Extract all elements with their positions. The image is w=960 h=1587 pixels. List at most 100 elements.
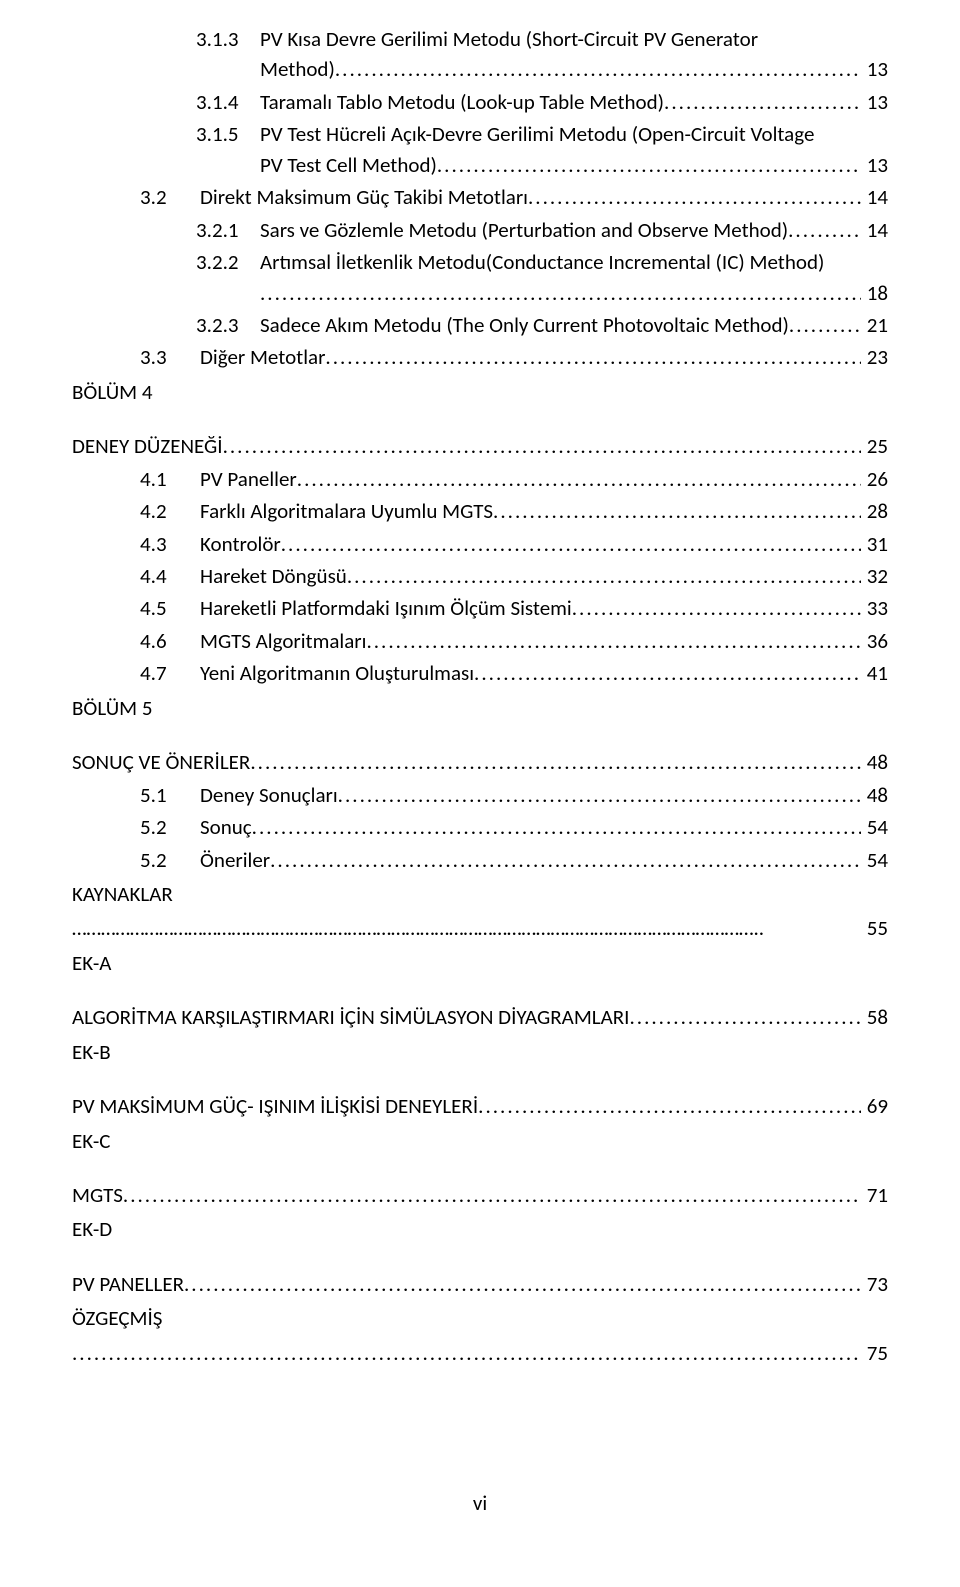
toc-title: Yeni Algoritmanın Oluşturulması [200, 658, 474, 688]
toc-entry: 3.2.1 Sars ve Gözlemle Metodu (Perturbat… [72, 215, 888, 245]
toc-dots [297, 464, 861, 494]
toc-title: Farklı Algoritmalara Uyumlu MGTS [200, 496, 493, 526]
spacer [72, 982, 888, 1002]
toc-page: 58 [861, 1002, 888, 1032]
toc-page: 21 [861, 310, 888, 340]
toc-dots [493, 496, 861, 526]
toc-page: 14 [861, 215, 888, 245]
spacer [72, 1160, 888, 1180]
toc-page: 13 [861, 54, 888, 84]
toc-entry: 3.3 Diğer Metotlar 23 [72, 342, 888, 372]
toc-title: Sars ve Gözlemle Metodu (Perturbation an… [260, 215, 788, 245]
toc-number: 4.1 [140, 464, 200, 494]
toc-page: 18 [861, 278, 888, 308]
toc-entry: 4.6MGTS Algoritmaları 36 [72, 626, 888, 656]
toc-page: 13 [861, 87, 888, 117]
toc-dots [260, 278, 861, 308]
toc-dots [281, 529, 861, 559]
toc-entry: 4.5Hareketli Platformdaki Işınım Ölçüm S… [72, 593, 888, 623]
toc-dots [338, 780, 861, 810]
toc-entry: PV PANELLER 73 [72, 1269, 888, 1299]
toc-entry: 3.2.2 Artımsal İletkenlik Metodu(Conduct… [72, 247, 888, 277]
toc-page: 48 [861, 747, 888, 777]
toc-title: Deney Sonuçları [200, 780, 338, 810]
toc-entry: 3.2.3 Sadece Akım Metodu (The Only Curre… [72, 310, 888, 340]
toc-number: 4.6 [140, 626, 200, 656]
toc-page: 25 [861, 431, 888, 461]
toc-title: Taramalı Tablo Metodu (Look-up Table Met… [260, 87, 664, 117]
toc-dots [478, 1091, 861, 1121]
toc-page: 73 [861, 1269, 888, 1299]
toc-entry: 4.3Kontrolör31 [72, 529, 888, 559]
toc-dots [72, 1338, 861, 1368]
toc-page: 54 [861, 812, 888, 842]
toc-title: MGTS Algoritmaları [200, 626, 366, 656]
toc-group: 4.1PV Paneller264.2Farklı Algoritmalara … [72, 464, 888, 689]
toc-number: 4.4 [140, 561, 200, 591]
toc-entry: ALGORİTMA KARŞILAŞTIRMARI İÇİN SİMÜLASYO… [72, 1002, 888, 1032]
toc-dots: …………………………………………………………………………………………………………… [72, 913, 861, 943]
toc-page: 31 [861, 529, 888, 559]
toc-entry: 4.2Farklı Algoritmalara Uyumlu MGTS28 [72, 496, 888, 526]
toc-title: MGTS [72, 1180, 123, 1210]
toc-number: 3.2 [140, 182, 200, 212]
toc-entry: PV MAKSİMUM GÜÇ- IŞINIM İLİŞKİSİ DENEYLE… [72, 1091, 888, 1121]
toc-entry: 75 [72, 1338, 888, 1368]
spacer [72, 1249, 888, 1269]
toc-number: 4.3 [140, 529, 200, 559]
toc-entry-cont: 18 [72, 278, 888, 308]
toc-entry: 4.7Yeni Algoritmanın Oluşturulması 41 [72, 658, 888, 688]
toc-title: PV Kısa Devre Gerilimi Metodu (Short-Cir… [260, 24, 888, 54]
section-heading: EK-B [72, 1037, 888, 1067]
toc-dots [347, 561, 861, 591]
spacer [72, 727, 888, 747]
section-heading: BÖLÜM 4 [72, 377, 888, 407]
toc-dots [788, 215, 861, 245]
toc-page: 55 [861, 913, 888, 943]
toc-number: 5.1 [140, 780, 200, 810]
toc-page: 13 [861, 150, 888, 180]
toc-entry: …………………………………………………………………………………………………………… [72, 913, 888, 943]
toc-dots [184, 1269, 861, 1299]
toc-entry: 5.1Deney Sonuçları48 [72, 780, 888, 810]
toc-entry-cont: PV Test Cell Method) 13 [72, 150, 888, 180]
section-heading: BÖLÜM 5 [72, 693, 888, 723]
toc-title: ALGORİTMA KARŞILAŞTIRMARI İÇİN SİMÜLASYO… [72, 1002, 629, 1032]
toc-number: 3.1.5 [196, 119, 260, 149]
toc-entry: SONUÇ VE ÖNERİLER 48 [72, 747, 888, 777]
toc-number: 4.5 [140, 593, 200, 623]
toc-entry: 3.1.5 PV Test Hücreli Açık-Devre Gerilim… [72, 119, 888, 149]
toc-title: Direkt Maksimum Güç Takibi Metotları [200, 182, 528, 212]
toc-dots [252, 812, 861, 842]
toc-number: 3.2.2 [196, 247, 260, 277]
toc-number: 4.7 [140, 658, 200, 688]
toc-dots [123, 1180, 861, 1210]
toc-title: Hareket Döngüsü [200, 561, 347, 591]
toc-page: 69 [861, 1091, 888, 1121]
toc-entry: DENEY DÜZENEĞİ 25 [72, 431, 888, 461]
toc-entry-cont: Method) 13 [72, 54, 888, 84]
toc-page: 41 [861, 658, 888, 688]
toc-title: PV Paneller [200, 464, 297, 494]
toc-dots [528, 182, 861, 212]
toc-number: 3.1.3 [196, 24, 260, 54]
section-heading: EK-C [72, 1126, 888, 1156]
toc-page: 33 [861, 593, 888, 623]
spacer [72, 1071, 888, 1091]
page-number: vi [72, 1488, 888, 1518]
toc-title: Sonuç [200, 812, 252, 842]
section-heading: KAYNAKLAR [72, 879, 888, 909]
toc-page: 36 [861, 626, 888, 656]
toc-number: 4.2 [140, 496, 200, 526]
toc-page: 14 [861, 182, 888, 212]
toc-entry: 5.2Sonuç54 [72, 812, 888, 842]
toc-title: Artımsal İletkenlik Metodu(Conductance I… [260, 247, 888, 277]
toc-dots [664, 87, 861, 117]
toc-entry: 5.2Öneriler54 [72, 845, 888, 875]
toc-dots [325, 342, 860, 372]
toc-entry: 4.1PV Paneller26 [72, 464, 888, 494]
toc-group: 5.1Deney Sonuçları485.2Sonuç545.2Önerile… [72, 780, 888, 875]
toc-title: Diğer Metotlar [200, 342, 325, 372]
toc-page: 23 [861, 342, 888, 372]
toc-dots [572, 593, 861, 623]
